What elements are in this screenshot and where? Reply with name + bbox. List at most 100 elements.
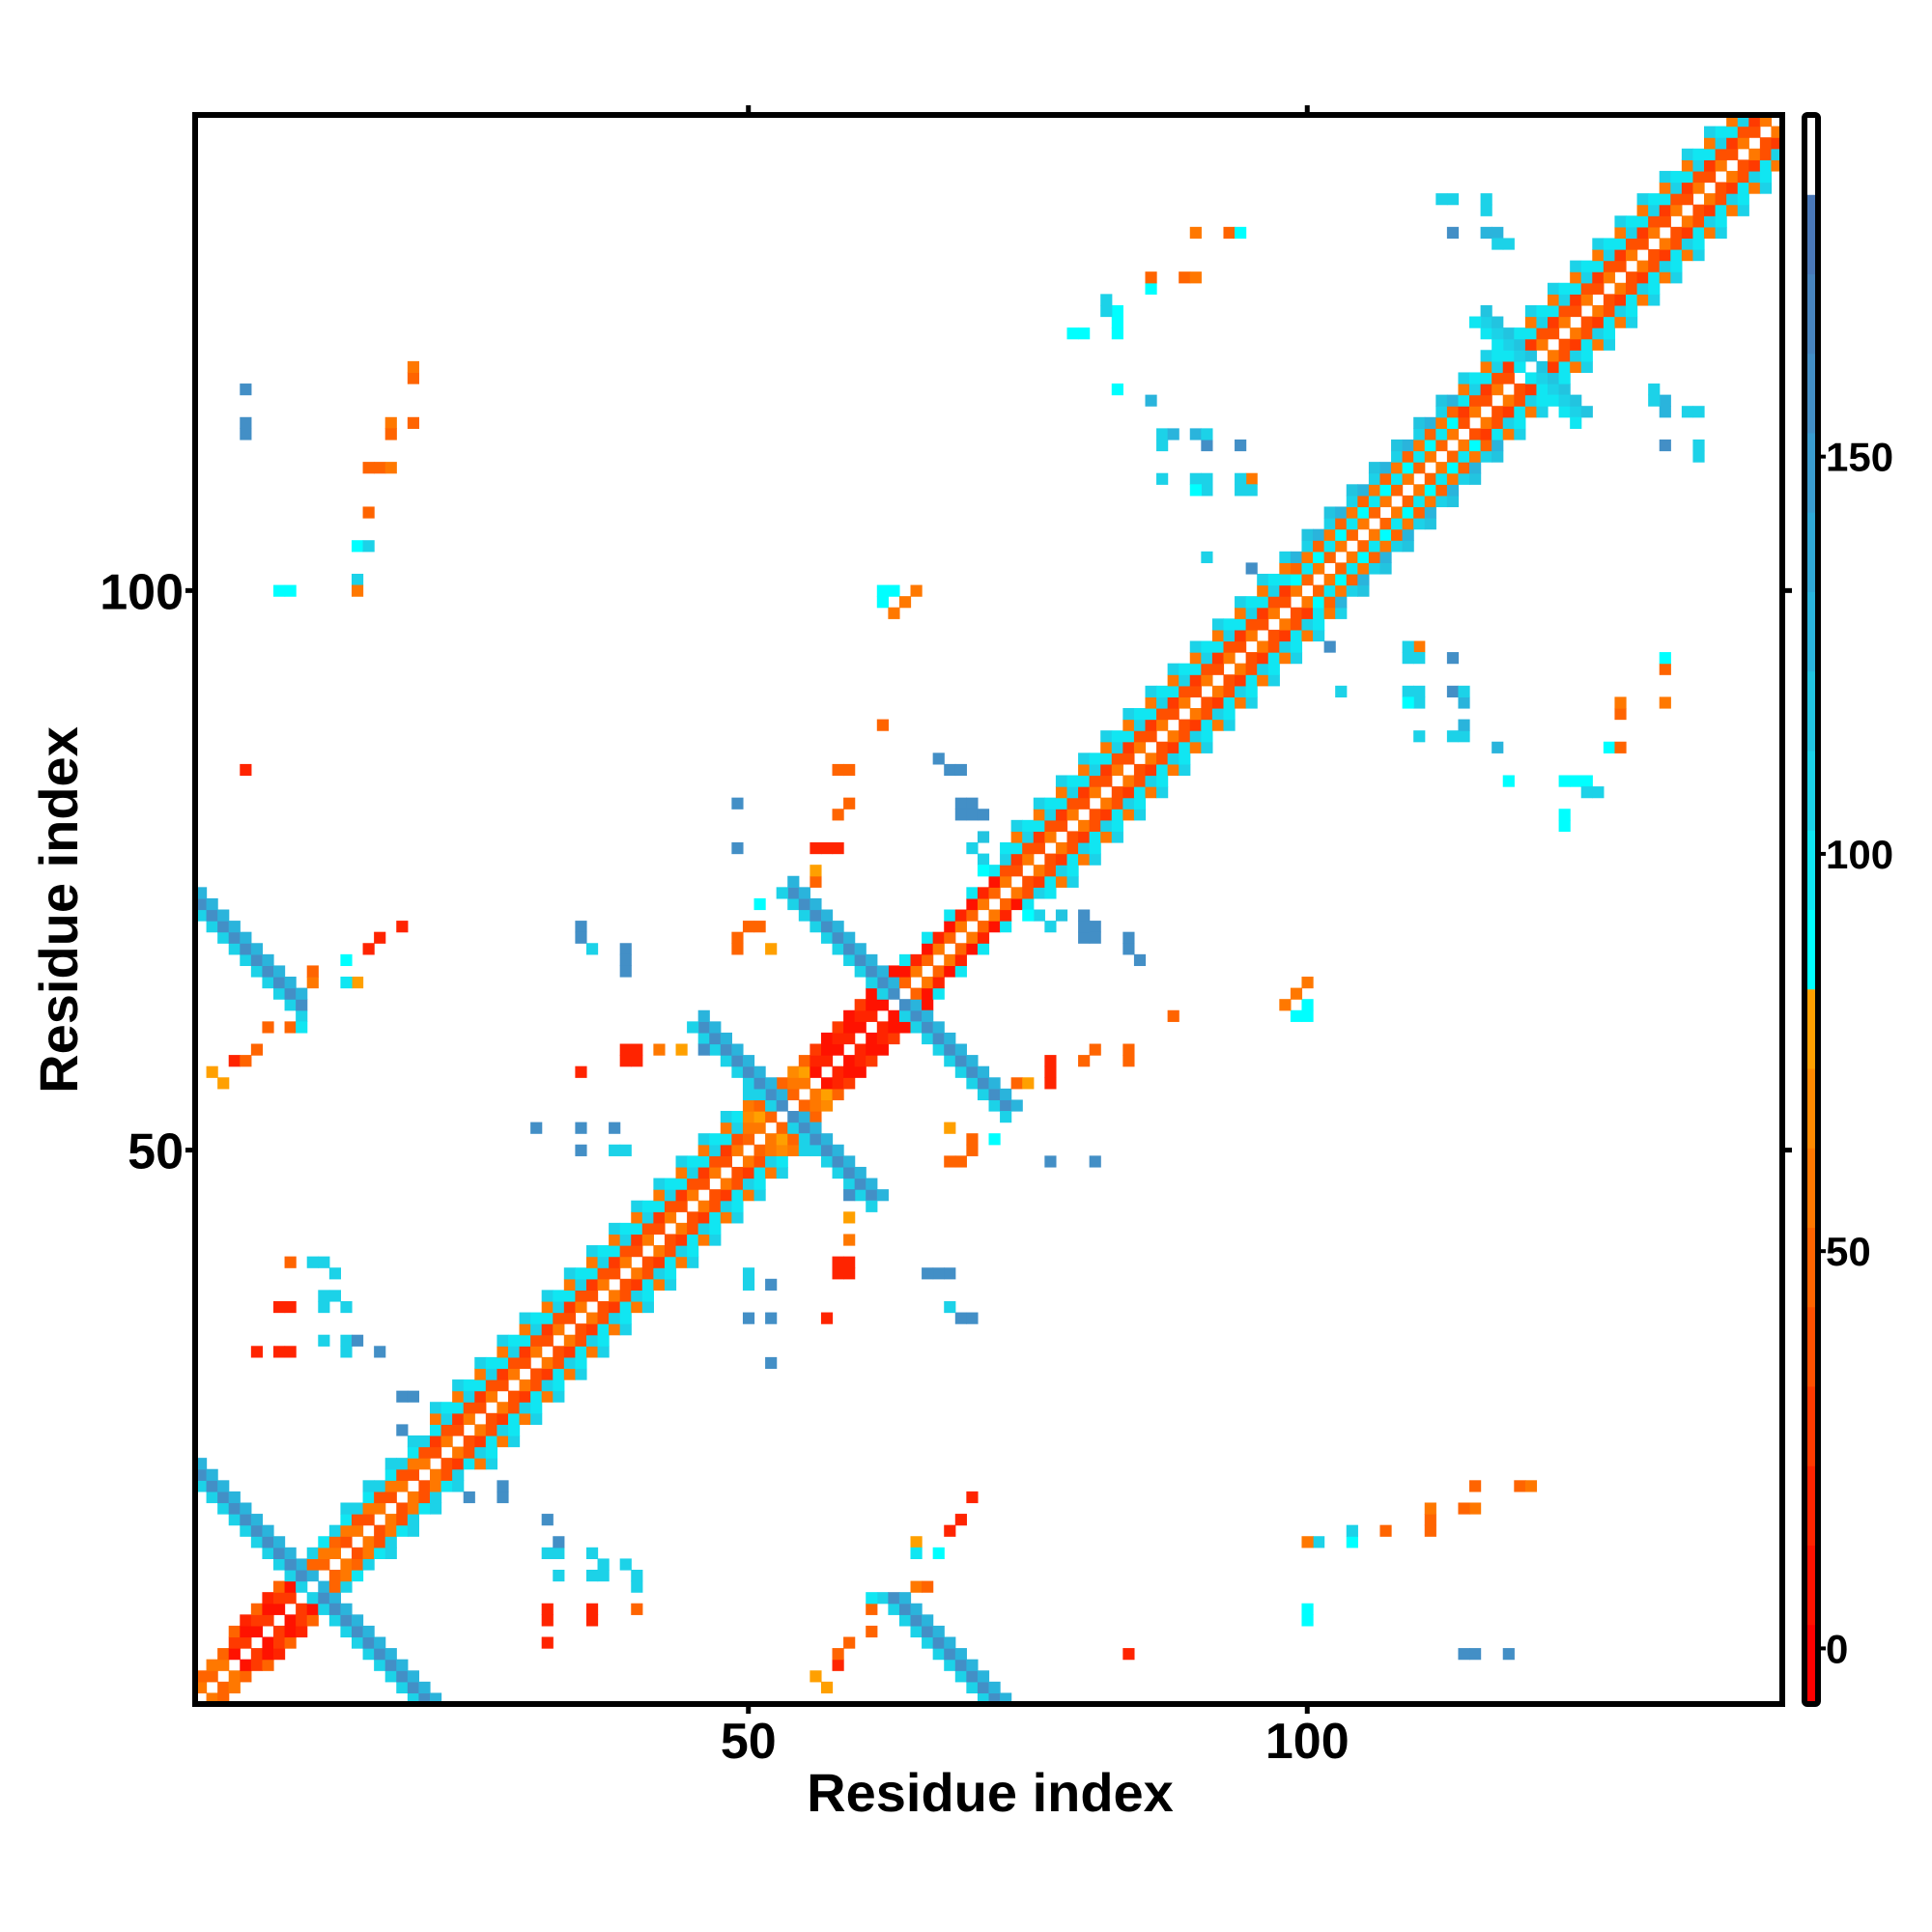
heatmap-cell xyxy=(720,1133,732,1146)
heatmap-cell xyxy=(272,1580,286,1593)
heatmap-cell xyxy=(820,909,834,922)
heatmap-cell xyxy=(195,1670,208,1683)
heatmap-cell xyxy=(1681,226,1694,240)
heatmap-cell xyxy=(1346,506,1358,519)
heatmap-cell xyxy=(1357,573,1370,586)
heatmap-cell xyxy=(541,1636,554,1649)
heatmap-cell xyxy=(1480,327,1492,340)
heatmap-cell xyxy=(1290,640,1303,653)
heatmap-cell xyxy=(1044,1055,1057,1067)
colorbar-bin xyxy=(1804,194,1818,274)
colorbar-bin xyxy=(1804,1148,1818,1228)
heatmap-cell xyxy=(1033,831,1045,843)
heatmap-cell xyxy=(1502,406,1515,418)
heatmap-cell xyxy=(609,1256,621,1268)
heatmap-cell xyxy=(1010,887,1023,899)
heatmap-cell xyxy=(1189,226,1202,240)
heatmap-cell xyxy=(1357,584,1370,597)
heatmap-cell xyxy=(1368,462,1381,474)
heatmap-cell xyxy=(1580,316,1593,328)
heatmap-cell xyxy=(1033,819,1045,833)
heatmap-cell xyxy=(1022,831,1035,843)
heatmap-cell xyxy=(1446,428,1460,440)
heatmap-cell xyxy=(1603,238,1616,250)
heatmap-cell xyxy=(1692,170,1705,184)
heatmap-cell xyxy=(1145,719,1157,731)
heatmap-cell xyxy=(1603,294,1616,306)
heatmap-cell xyxy=(1066,853,1079,866)
heatmap-cell xyxy=(1201,439,1213,452)
heatmap-cell xyxy=(374,1659,386,1671)
heatmap-cell xyxy=(1592,338,1605,351)
heatmap-cell xyxy=(541,1603,554,1615)
heatmap-cell xyxy=(944,1300,956,1314)
heatmap-cell xyxy=(1614,260,1627,272)
heatmap-cell xyxy=(240,1636,252,1649)
heatmap-cell xyxy=(1524,327,1538,340)
heatmap-cell xyxy=(631,1055,643,1067)
heatmap-cell xyxy=(765,1144,778,1156)
heatmap-cell xyxy=(1346,551,1358,563)
heatmap-cell xyxy=(362,1502,375,1515)
heatmap-cell xyxy=(1245,696,1258,709)
heatmap-cell xyxy=(262,1603,274,1615)
heatmap-cell xyxy=(619,1278,632,1291)
heatmap-cell xyxy=(250,1648,264,1661)
heatmap-cell xyxy=(876,584,889,597)
heatmap-cell xyxy=(407,1468,420,1481)
heatmap-cell xyxy=(1368,528,1381,541)
heatmap-cell xyxy=(731,1189,744,1202)
heatmap-cell xyxy=(597,1278,610,1291)
heatmap-cell xyxy=(843,1189,856,1202)
heatmap-cell xyxy=(619,1300,632,1314)
heatmap-cell xyxy=(709,1133,722,1146)
heatmap-cell xyxy=(1536,384,1548,396)
heatmap-cell xyxy=(1458,696,1470,709)
heatmap-cell xyxy=(631,1234,643,1246)
heatmap-cell xyxy=(854,1189,867,1202)
heatmap-cell xyxy=(1145,394,1157,407)
heatmap-cell xyxy=(1122,741,1135,753)
heatmap-cell xyxy=(407,1524,420,1537)
heatmap-cell xyxy=(687,1166,699,1179)
heatmap-cell xyxy=(217,1077,230,1090)
heatmap-cell xyxy=(888,965,900,978)
heatmap-cell xyxy=(898,596,912,609)
heatmap-cell xyxy=(1257,652,1269,665)
heatmap-cell xyxy=(296,987,308,1000)
heatmap-cell xyxy=(440,1468,453,1481)
heatmap-cell xyxy=(272,584,286,597)
heatmap-cell xyxy=(384,462,397,474)
heatmap-cell xyxy=(1313,629,1325,642)
heatmap-cell xyxy=(944,1524,956,1537)
heatmap-cell xyxy=(474,1368,487,1380)
heatmap-cell xyxy=(742,1055,755,1067)
heatmap-cell xyxy=(418,1480,431,1492)
heatmap-cell xyxy=(1033,887,1045,899)
heatmap-cell xyxy=(810,865,822,877)
heatmap-cell xyxy=(318,1558,330,1571)
heatmap-cell xyxy=(1235,226,1247,240)
heatmap-cell xyxy=(1044,809,1057,821)
heatmap-cell xyxy=(898,965,912,978)
heatmap-cell xyxy=(318,1592,330,1605)
heatmap-cell xyxy=(1033,797,1045,810)
heatmap-cell xyxy=(1737,193,1749,206)
heatmap-cell xyxy=(585,1603,599,1615)
heatmap-cell xyxy=(1379,495,1392,508)
heatmap-cell xyxy=(1022,897,1035,911)
heatmap-cell xyxy=(1737,204,1749,216)
heatmap-cell xyxy=(720,1144,732,1156)
heatmap-cell xyxy=(888,584,900,597)
heatmap-cell xyxy=(1100,819,1113,833)
heatmap-cell xyxy=(854,1065,867,1078)
heatmap-cell xyxy=(1592,260,1605,272)
heatmap-cell xyxy=(575,1122,587,1134)
heatmap-cell xyxy=(1357,551,1370,563)
heatmap-cell xyxy=(1022,887,1035,899)
heatmap-cell xyxy=(396,1480,409,1492)
heatmap-cell xyxy=(328,1524,342,1537)
heatmap-cell xyxy=(1133,730,1147,743)
heatmap-cell xyxy=(1100,753,1113,765)
heatmap-cell xyxy=(1290,629,1303,642)
